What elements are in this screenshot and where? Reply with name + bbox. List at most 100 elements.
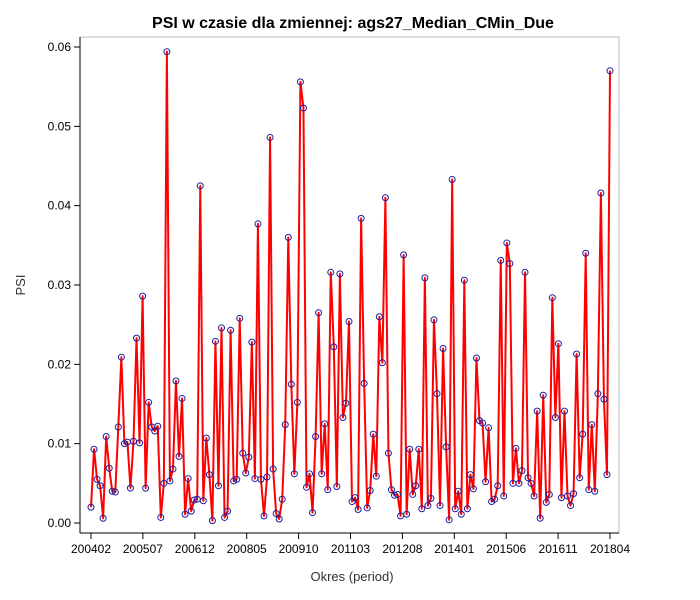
data-point xyxy=(169,465,177,473)
data-point xyxy=(187,507,195,515)
data-point xyxy=(560,407,568,415)
data-point xyxy=(375,313,383,321)
data-point xyxy=(539,391,547,399)
x-tick-label: 201208 xyxy=(382,542,422,556)
data-point xyxy=(272,509,280,517)
data-point xyxy=(357,214,365,222)
data-point xyxy=(500,492,508,500)
data-point xyxy=(512,444,520,452)
data-point xyxy=(136,439,144,447)
data-point xyxy=(351,494,359,502)
data-point xyxy=(579,430,587,438)
data-point xyxy=(600,395,608,403)
y-tick-label: 0.04 xyxy=(48,199,72,213)
x-tick-label: 201401 xyxy=(434,542,474,556)
data-point xyxy=(196,182,204,190)
data-point xyxy=(409,490,417,498)
data-point xyxy=(524,474,532,482)
data-point xyxy=(245,453,253,461)
data-point xyxy=(90,445,98,453)
data-point xyxy=(211,337,219,345)
data-point xyxy=(551,413,559,421)
data-point xyxy=(105,464,113,472)
y-tick-label: 0.03 xyxy=(48,278,72,292)
data-point xyxy=(360,379,368,387)
data-point xyxy=(503,239,511,247)
data-point xyxy=(336,270,344,278)
data-point xyxy=(533,407,541,415)
data-point xyxy=(394,490,402,498)
data-point xyxy=(463,505,471,513)
data-point xyxy=(290,470,298,478)
data-point xyxy=(554,340,562,348)
data-point xyxy=(139,292,147,300)
data-point xyxy=(96,482,104,490)
data-point xyxy=(306,470,314,478)
y-tick-label: 0.02 xyxy=(48,357,72,371)
data-point xyxy=(126,484,134,492)
data-point xyxy=(142,484,150,492)
data-point xyxy=(363,504,371,512)
y-axis-ticks: 0.00 0.01 0.02 0.03 0.04 0.05 0.06 xyxy=(48,40,80,530)
data-point xyxy=(287,380,295,388)
x-tick-label: 201804 xyxy=(590,542,630,556)
data-point xyxy=(494,482,502,490)
chart-title: PSI w czasie dla zmiennej: ags27_Median_… xyxy=(152,15,554,32)
data-point xyxy=(254,220,262,228)
data-point xyxy=(296,78,304,86)
data-point xyxy=(527,479,535,487)
data-point xyxy=(378,359,386,367)
data-point xyxy=(275,515,283,523)
data-point xyxy=(439,344,447,352)
data-point xyxy=(281,421,289,429)
data-point xyxy=(284,233,292,241)
data-point xyxy=(315,309,323,317)
data-point xyxy=(117,353,125,361)
data-point xyxy=(175,452,183,460)
data-point xyxy=(302,483,310,491)
data-point xyxy=(369,430,377,438)
data-point xyxy=(269,465,277,473)
data-point xyxy=(199,497,207,505)
data-point xyxy=(178,394,186,402)
data-point xyxy=(366,486,374,494)
data-point xyxy=(521,268,529,276)
x-tick-label: 200910 xyxy=(279,542,319,556)
data-point xyxy=(327,268,335,276)
data-point xyxy=(133,334,141,342)
data-point xyxy=(567,502,575,510)
data-point xyxy=(545,490,553,498)
data-point xyxy=(99,514,107,522)
data-point xyxy=(433,390,441,398)
data-point xyxy=(412,482,420,490)
data-point xyxy=(214,482,222,490)
data-point xyxy=(163,48,171,56)
y-tick-label: 0.01 xyxy=(48,437,72,451)
data-point xyxy=(202,434,210,442)
data-point xyxy=(381,194,389,202)
data-point xyxy=(436,502,444,510)
y-tick-label: 0.00 xyxy=(48,516,72,530)
data-point xyxy=(403,510,411,518)
data-point xyxy=(184,475,192,483)
series-layer xyxy=(87,48,614,525)
x-tick-label: 200612 xyxy=(175,542,215,556)
data-point xyxy=(445,516,453,524)
data-point xyxy=(321,420,329,428)
data-point xyxy=(582,249,590,257)
data-point xyxy=(248,338,256,346)
data-point xyxy=(345,317,353,325)
data-point xyxy=(293,398,301,406)
data-point xyxy=(576,474,584,482)
data-point xyxy=(324,486,332,494)
x-tick-label: 200402 xyxy=(71,542,111,556)
data-point xyxy=(570,490,578,498)
data-point xyxy=(391,491,399,499)
data-point xyxy=(460,276,468,284)
data-point xyxy=(339,413,347,421)
data-point xyxy=(221,513,229,521)
data-point xyxy=(312,433,320,441)
x-tick-label: 201103 xyxy=(331,542,370,556)
data-point xyxy=(606,67,614,75)
